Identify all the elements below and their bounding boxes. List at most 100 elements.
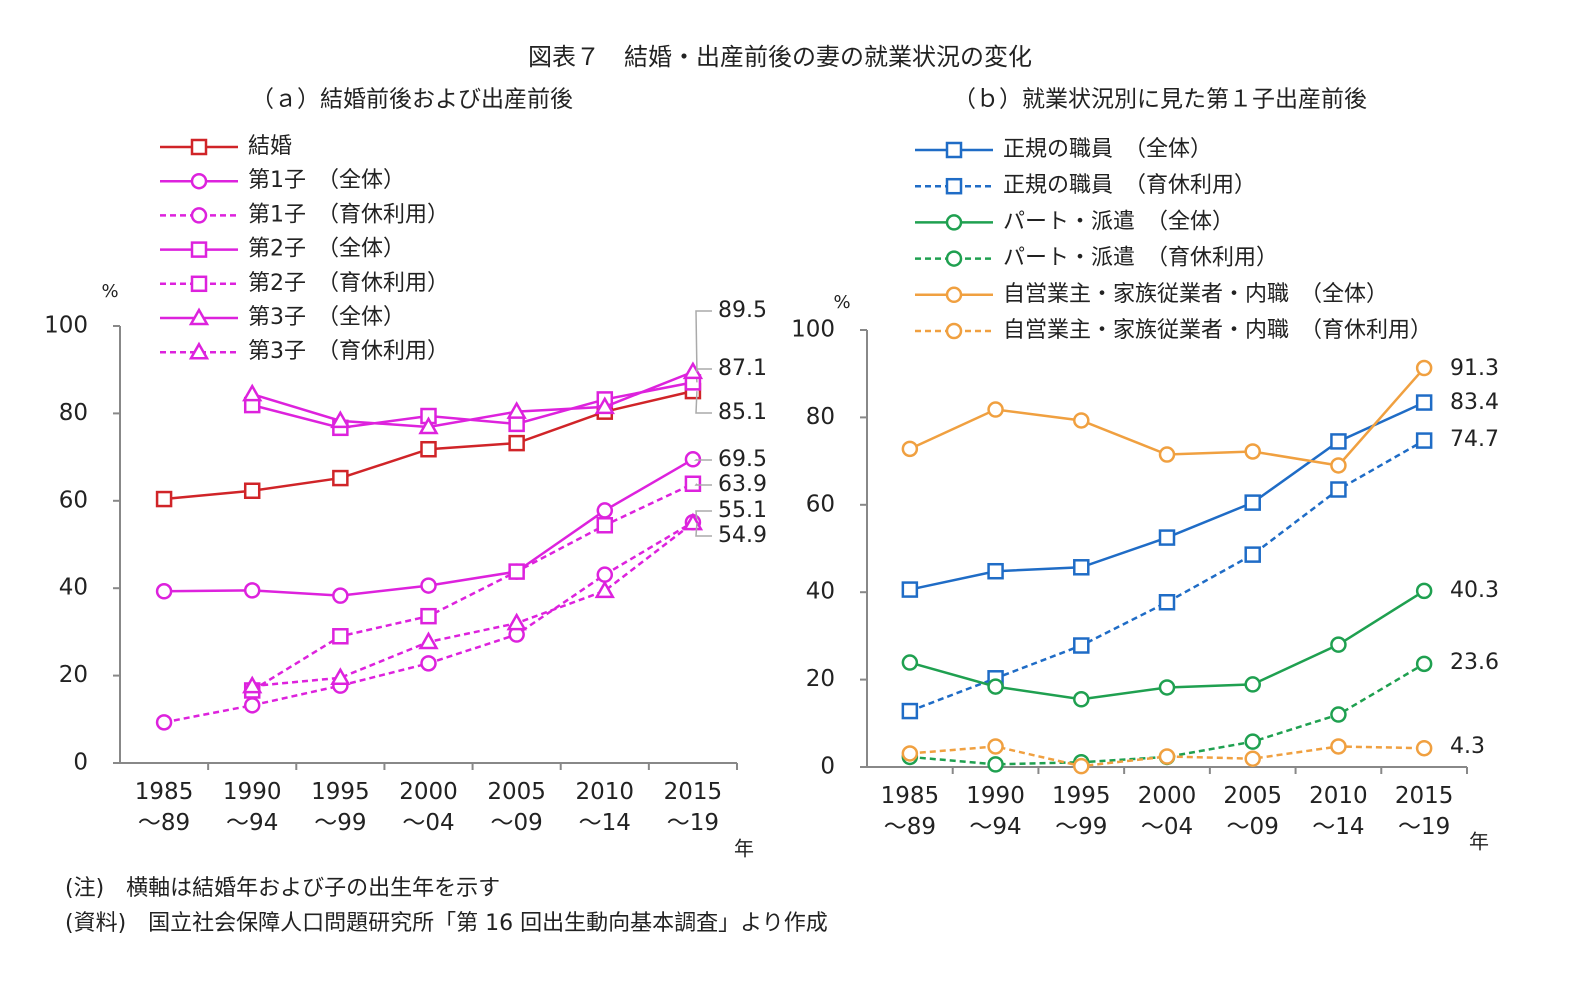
data-label: 54.9 xyxy=(718,523,767,548)
data-label: 23.6 xyxy=(1450,650,1499,675)
y-unit: % xyxy=(833,292,850,313)
marker xyxy=(1244,750,1261,767)
y-tick-label: 100 xyxy=(44,313,88,339)
legend-label: パート・派遣 （全体） xyxy=(1003,209,1234,234)
leader-line xyxy=(695,523,712,537)
series-line xyxy=(252,522,694,688)
marker xyxy=(945,214,963,231)
legend-label: 第3子 （育休利用） xyxy=(248,339,449,364)
marker xyxy=(901,440,919,458)
x-tick-label: 1990 ～94 xyxy=(966,783,1025,840)
marker xyxy=(332,587,349,604)
marker xyxy=(155,714,173,731)
marker xyxy=(1415,394,1433,411)
marker xyxy=(682,361,704,380)
x-tick-label: 2000 ～04 xyxy=(399,779,458,836)
marker xyxy=(190,241,208,258)
data-label: 87.1 xyxy=(718,356,767,381)
data-label: 69.5 xyxy=(718,447,767,472)
data-label: 55.1 xyxy=(718,498,767,523)
marker xyxy=(1415,655,1433,673)
marker xyxy=(508,434,525,452)
marker xyxy=(1330,738,1347,755)
marker xyxy=(1158,594,1176,611)
marker xyxy=(330,410,351,429)
legend-label: 第2子 （全体） xyxy=(248,237,405,262)
x-tick-label: 2010 ～14 xyxy=(1309,783,1368,840)
data-label: 91.3 xyxy=(1450,356,1499,381)
x-tick-label: 2015 ～19 xyxy=(663,779,723,836)
leader-line xyxy=(693,458,712,461)
legend-label: 自営業主・家族従業者・内職 （育休利用） xyxy=(1003,318,1432,343)
marker xyxy=(243,697,261,714)
y-tick-label: 100 xyxy=(791,317,835,343)
y-tick-label: 0 xyxy=(73,750,88,776)
x-tick-label: 1985 ～89 xyxy=(880,783,940,840)
x-tick-label: 1995 ～99 xyxy=(311,779,370,836)
data-label: 74.7 xyxy=(1450,427,1499,452)
legend-label: 第3子 （全体） xyxy=(248,305,405,330)
subtitle: （ｂ）就業状況別に見た第１子出産前後 xyxy=(953,87,1367,113)
marker xyxy=(1244,494,1261,511)
y-unit: % xyxy=(101,281,118,302)
marker xyxy=(987,738,1004,755)
marker xyxy=(243,582,261,599)
marker xyxy=(1073,691,1090,708)
series-line xyxy=(164,458,694,597)
y-tick-label: 0 xyxy=(820,754,835,780)
series-line xyxy=(909,439,1425,713)
x-unit: 年 xyxy=(734,837,754,861)
marker xyxy=(945,141,963,159)
marker xyxy=(945,322,963,340)
x-tick-label: 2015 ～19 xyxy=(1394,783,1454,840)
legend-label: 正規の職員 （育休利用） xyxy=(1003,173,1256,198)
note: (資料) 国立社会保障人口問題研究所「第 16 回出生動向基本調査」より作成 xyxy=(65,911,828,936)
marker xyxy=(1244,546,1261,563)
marker xyxy=(987,562,1004,580)
leader-line xyxy=(695,310,712,372)
series-line xyxy=(251,381,694,430)
marker xyxy=(1330,433,1347,450)
leader-line xyxy=(695,391,712,414)
marker xyxy=(242,675,263,694)
marker xyxy=(1244,676,1261,693)
marker xyxy=(987,678,1004,695)
marker xyxy=(1073,412,1090,429)
marker xyxy=(1330,636,1347,653)
marker xyxy=(190,275,208,293)
marker xyxy=(1415,739,1433,757)
marker xyxy=(596,566,614,583)
chart-title: 図表７ 結婚・出産前後の妻の就業状況の変化 xyxy=(528,43,1032,71)
note: (注) 横軸は結婚年および子の出生年を示す xyxy=(65,876,501,901)
marker xyxy=(155,490,173,508)
marker xyxy=(420,607,437,625)
marker xyxy=(1244,733,1261,750)
legend-label: 結婚 xyxy=(248,134,292,159)
legend-label: パート・派遣 （育休利用） xyxy=(1003,246,1278,271)
y-tick-label: 40 xyxy=(59,575,88,601)
marker xyxy=(188,341,210,360)
marker xyxy=(155,583,173,600)
marker xyxy=(1073,757,1090,775)
marker xyxy=(1158,446,1176,463)
marker xyxy=(945,177,963,195)
data-label: 40.3 xyxy=(1450,578,1499,603)
marker xyxy=(243,482,261,499)
marker xyxy=(190,138,208,156)
series-line xyxy=(251,370,694,429)
marker xyxy=(330,667,351,686)
marker xyxy=(901,654,919,671)
marker xyxy=(987,756,1004,773)
x-tick-label: 2005 ～09 xyxy=(487,779,546,836)
marker xyxy=(508,415,525,433)
x-tick-label: 1995 ～99 xyxy=(1052,783,1111,840)
marker xyxy=(684,475,702,493)
marker xyxy=(1158,679,1176,696)
series-line xyxy=(909,401,1425,591)
y-tick-label: 80 xyxy=(59,400,88,426)
marker xyxy=(1073,559,1090,576)
marker xyxy=(987,401,1004,418)
marker xyxy=(1415,359,1433,377)
